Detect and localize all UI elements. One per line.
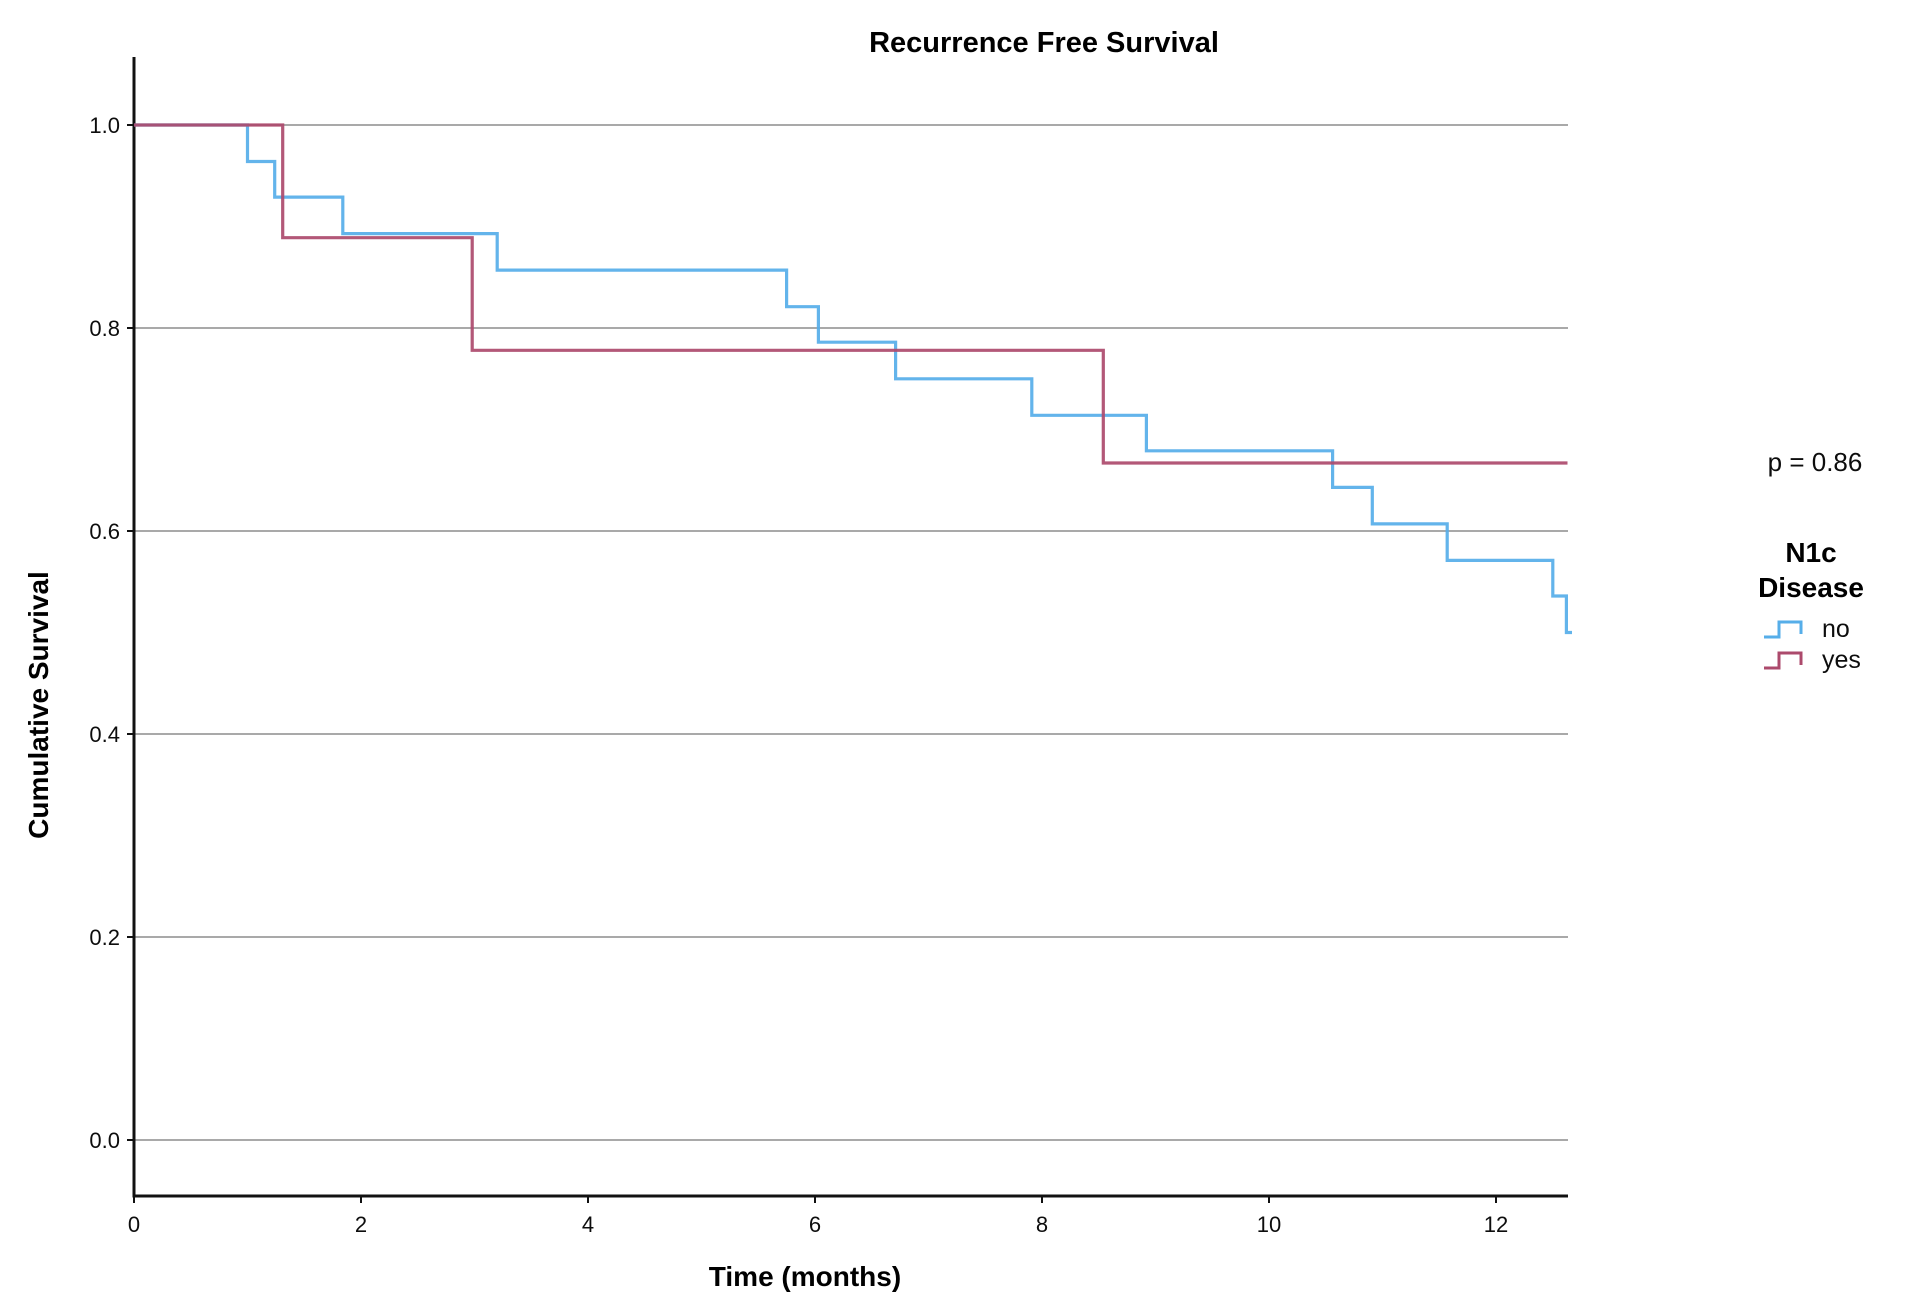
x-tick-label: 2 [355,1212,367,1237]
x-tick-labels: 0 2 4 6 8 10 12 [128,1196,1508,1237]
legend-line-sample-yes [1764,651,1803,670]
km-curve-yes [134,123,1568,465]
x-tick-label: 0 [128,1212,140,1237]
legend-title-line1: N1c [1785,537,1836,568]
chart-title: Recurrence Free Survival [869,27,1219,59]
legend-entry-label: yes [1822,646,1861,674]
legend-line-sample-no [1764,620,1803,639]
y-tick-label: 0.8 [89,316,120,341]
axes [132,57,1568,1198]
x-tick-label: 8 [1036,1212,1048,1237]
km-curve-no [134,123,1572,635]
x-tick-label: 12 [1484,1212,1508,1237]
legend-entries: no yes [1764,615,1861,674]
y-axis-label: Cumulative Survival [23,571,54,839]
legend-title-line2: Disease [1758,572,1864,603]
y-tick-label: 0.2 [89,925,120,950]
y-tick-label: 1.0 [89,113,120,138]
y-tick-labels: 0.0 0.2 0.4 0.6 0.8 1.0 [89,113,134,1153]
p-value-label: p = 0.86 [1768,447,1863,477]
x-axis-label: Time (months) [709,1261,901,1292]
x-tick-label: 10 [1257,1212,1281,1237]
gridlines [134,124,1568,1141]
survival-curves [134,123,1572,635]
x-tick-label: 6 [809,1212,821,1237]
legend-entry-label: no [1822,615,1850,643]
y-tick-label: 0.6 [89,519,120,544]
y-tick-label: 0.0 [89,1128,120,1153]
y-tick-label: 0.4 [89,722,120,747]
x-tick-label: 4 [582,1212,594,1237]
